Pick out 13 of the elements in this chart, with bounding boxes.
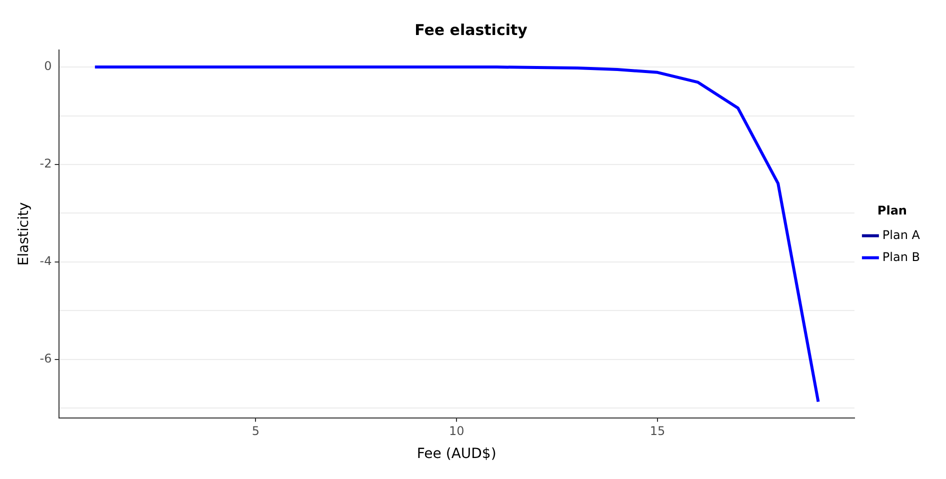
- legend-title: Plan: [877, 203, 907, 218]
- y-tick-label: 0: [44, 59, 52, 74]
- x-tick-label: 10: [448, 424, 464, 438]
- y-tick-label: -4: [40, 254, 52, 268]
- x-tick-label: 5: [252, 424, 260, 438]
- y-tick-label: -6: [40, 351, 52, 366]
- chart-title: Fee elasticity: [414, 20, 528, 39]
- legend-label: Plan A: [882, 228, 921, 242]
- x-tick-label: 15: [650, 424, 666, 438]
- y-axis-title: Elasticity: [16, 202, 32, 266]
- legend-label: Plan B: [882, 250, 920, 264]
- x-axis-title: Fee (AUD$): [416, 446, 496, 462]
- y-tick-label: -2: [40, 156, 52, 171]
